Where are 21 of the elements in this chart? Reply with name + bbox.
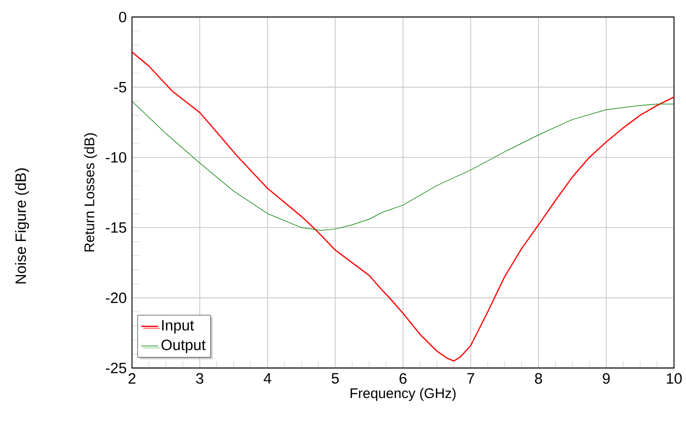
legend-label: Input (162, 320, 194, 334)
y-tick-label: -10 (106, 152, 126, 163)
y-axis-title: Return Losses (dB) (84, 133, 98, 252)
y-tick-label: -20 (106, 292, 126, 304)
x-tick-label: 7 (467, 373, 474, 384)
y-tick-label: -15 (106, 222, 126, 233)
legend-label: Output (162, 340, 206, 354)
x-tick-label: 4 (264, 373, 272, 384)
y-tick-label: -25 (106, 362, 126, 374)
y-tick-label: -5 (114, 82, 126, 92)
x-tick-label: 2 (128, 373, 136, 384)
x-tick-label: 9 (602, 373, 610, 384)
x-tick-label: 3 (196, 373, 204, 384)
y-tick-label: 0 (119, 12, 126, 22)
x-axis-title: Frequency (GHz) (350, 388, 456, 401)
x-tick-label: 5 (332, 373, 339, 384)
x-tick-label: 6 (400, 373, 407, 384)
x-tick-label: 10 (666, 373, 682, 384)
x-tick-label: 8 (535, 373, 542, 384)
text: Noise Figure (dB) (15, 168, 29, 284)
line-series (132, 100, 674, 231)
